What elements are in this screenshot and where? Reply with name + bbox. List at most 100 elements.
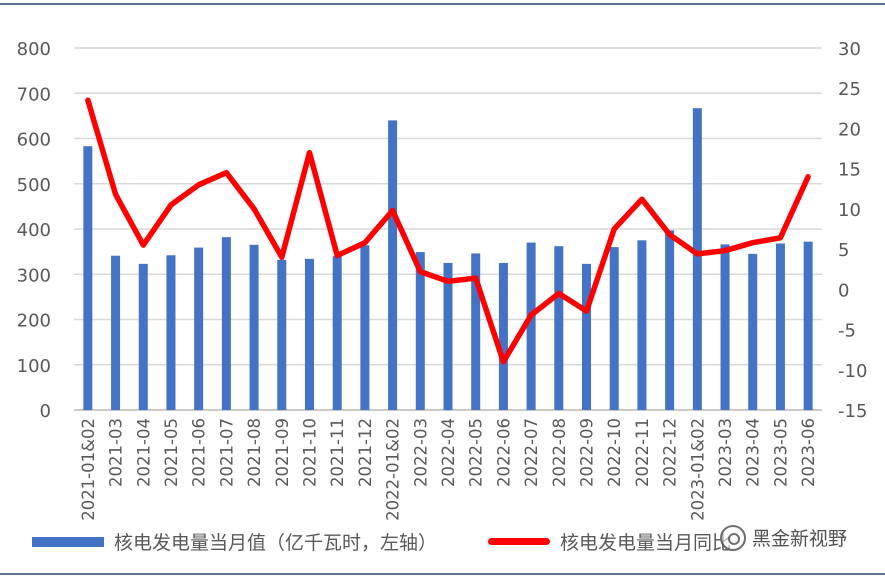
- x-axis-tick-label: 2022-01&02: [384, 418, 403, 521]
- right-axis-tick-label: 0: [838, 280, 849, 301]
- bar: [111, 255, 121, 410]
- x-axis-tick-label: 2022-09: [578, 418, 597, 487]
- line-point: [807, 176, 809, 178]
- line-point: [170, 204, 172, 206]
- watermark-text: 黑金新视野: [752, 528, 848, 550]
- x-axis-tick-label: 2023-06: [799, 418, 818, 487]
- bar: [415, 252, 425, 410]
- left-axis-tick-label: 0: [40, 401, 51, 422]
- right-axis-tick-label: 25: [838, 79, 861, 100]
- bar: [720, 244, 730, 410]
- line-point: [225, 172, 227, 174]
- bar: [277, 259, 287, 410]
- left-axis-tick-label: 600: [17, 130, 51, 151]
- wechat-logo-icon: [720, 524, 746, 551]
- frame-bottom-line: [0, 573, 885, 575]
- watermark: 黑金新视野: [720, 524, 847, 551]
- line-point: [586, 310, 588, 312]
- x-axis-tick-label: 2021-05: [162, 418, 181, 487]
- bar: [554, 246, 564, 410]
- x-axis-tick-label: 2023-04: [744, 418, 763, 487]
- legend-item-bar: 核电发电量当月值（亿千瓦时，左轴）: [32, 528, 437, 555]
- left-axis-tick-label: 400: [17, 220, 51, 241]
- x-axis-tick-label: 2021-09: [273, 418, 292, 487]
- bar: [471, 253, 481, 410]
- right-axis-tick-label: -10: [838, 361, 867, 382]
- line-point: [392, 209, 394, 211]
- left-axis-tick-label: 800: [17, 39, 51, 60]
- x-axis-tick-label: 2021-04: [134, 418, 153, 487]
- bar: [249, 244, 259, 410]
- x-axis-tick-label: 2021-10: [300, 418, 319, 487]
- x-axis-tick-label: 2023-01&02: [688, 418, 707, 521]
- line-point: [502, 361, 504, 363]
- bar: [803, 241, 813, 410]
- line-point: [558, 292, 560, 294]
- x-axis-tick-label: 2022-08: [550, 418, 569, 487]
- right-axis-tick-label: 5: [838, 240, 849, 261]
- x-axis-tick-label: 2022-05: [467, 418, 486, 487]
- right-axis-tick-label: 10: [838, 200, 861, 221]
- left-axis-tick-label: 300: [17, 265, 51, 286]
- line-point: [641, 198, 643, 200]
- line-point: [752, 242, 754, 244]
- bar: [166, 255, 176, 410]
- x-axis-tick-label: 2022-10: [605, 418, 624, 487]
- bar: [221, 237, 231, 410]
- bar: [194, 247, 204, 410]
- line-point: [475, 277, 477, 279]
- chart-legend: 核电发电量当月值（亿千瓦时，左轴） 核电发电量当月同比: [0, 528, 885, 558]
- left-axis-tick-label: 700: [17, 84, 51, 105]
- bar: [388, 120, 398, 411]
- legend-bar-label: 核电发电量当月值（亿千瓦时，左轴）: [114, 532, 438, 554]
- line-point: [364, 242, 366, 244]
- line-point: [696, 253, 698, 255]
- bar: [609, 247, 619, 410]
- line-point: [87, 99, 89, 101]
- line-point: [336, 255, 338, 257]
- right-axis-tick-label: -15: [838, 401, 867, 422]
- x-axis-tick-label: 2023-03: [716, 418, 735, 487]
- right-axis-tick-label: 30: [838, 39, 861, 60]
- line-point: [308, 152, 310, 154]
- bar: [443, 262, 453, 410]
- bar: [138, 263, 148, 410]
- line-point: [142, 244, 144, 246]
- bar: [83, 146, 93, 410]
- left-axis-tick-label: 500: [17, 175, 51, 196]
- line-point: [115, 193, 117, 195]
- x-axis-tick-label: 2022-03: [411, 418, 430, 487]
- x-axis-tick-label: 2021-12: [356, 418, 375, 487]
- bar: [775, 243, 785, 410]
- x-axis-tick-label: 2022-07: [522, 418, 541, 487]
- bar: [692, 108, 702, 411]
- legend-line-label: 核电发电量当月同比: [560, 532, 732, 554]
- line-point: [419, 271, 421, 273]
- bar: [332, 256, 342, 410]
- x-axis-tick-label: 2022-04: [439, 418, 458, 487]
- line-point: [779, 237, 781, 239]
- x-axis-tick-label: 2021-11: [328, 418, 347, 487]
- bar: [748, 253, 758, 410]
- line-point: [530, 314, 532, 316]
- bar: [526, 242, 536, 410]
- x-axis-tick-label: 2021-03: [107, 418, 126, 487]
- line-point: [724, 250, 726, 252]
- line-point: [447, 280, 449, 282]
- line-point: [281, 256, 283, 258]
- line-point: [253, 208, 255, 210]
- bar: [665, 230, 675, 410]
- bar: [304, 258, 314, 410]
- right-axis-tick-label: 20: [838, 119, 861, 140]
- line-point: [198, 184, 200, 186]
- right-axis-tick-label: -5: [838, 321, 856, 342]
- legend-bar-swatch: [32, 536, 104, 547]
- line-point: [669, 234, 671, 236]
- x-axis-tick-label: 2022-12: [661, 418, 680, 487]
- x-axis-tick-label: 2022-06: [494, 418, 513, 487]
- legend-line-swatch: [488, 538, 550, 545]
- bar: [360, 245, 370, 410]
- bar: [637, 240, 647, 410]
- left-axis-tick-label: 100: [17, 356, 51, 377]
